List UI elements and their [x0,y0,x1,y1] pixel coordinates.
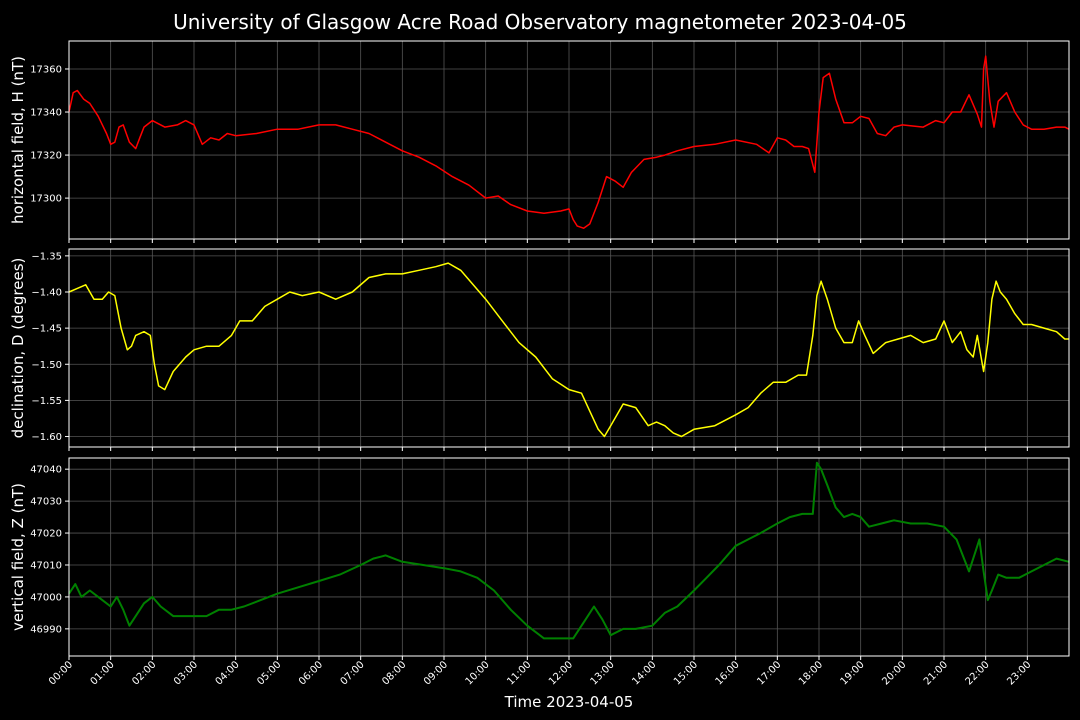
y-tick-label: 46990 [30,624,62,635]
y-tick-label: −1.60 [31,432,62,443]
y-tick-label: 17360 [30,64,62,75]
declination-panel-frame [68,248,1070,448]
y-tick-label: 17340 [30,108,62,119]
horizontal-series-line [68,55,1070,229]
y-tick-label: −1.55 [31,396,62,407]
y-tick-label: −1.45 [31,324,62,335]
y-tick-label: 17300 [30,194,62,205]
y-tick-label: 47010 [30,560,62,571]
y-tick-label: −1.50 [31,360,62,371]
y-tick-label: 47030 [30,497,62,508]
y-axis-label: declination, D (degrees) [9,258,27,439]
y-axis-label: vertical field, Z (nT) [9,483,27,631]
chart-title: University of Glasgow Acre Road Observat… [173,10,907,34]
y-axis-label: horizontal field, H (nT) [9,56,27,224]
x-axis-label: Time 2023-04-05 [504,693,634,711]
vertical-panel-frame [68,457,1070,657]
y-tick-label: 47020 [30,529,62,540]
y-tick-label: −1.35 [31,251,62,262]
declination-series-line [68,262,1069,438]
y-tick-label: 47040 [30,465,62,476]
declination-panel: −1.60 −1.55 −1.50 −1.45 −1.40 −1.35 declinatio… [9,248,1070,451]
vertical-series-line [68,461,1070,640]
y-tick-label: 47000 [30,592,62,603]
horizontal-panel-frame [68,40,1070,240]
y-tick-label: 17320 [30,151,62,162]
y-tick-label: −1.40 [31,287,62,298]
